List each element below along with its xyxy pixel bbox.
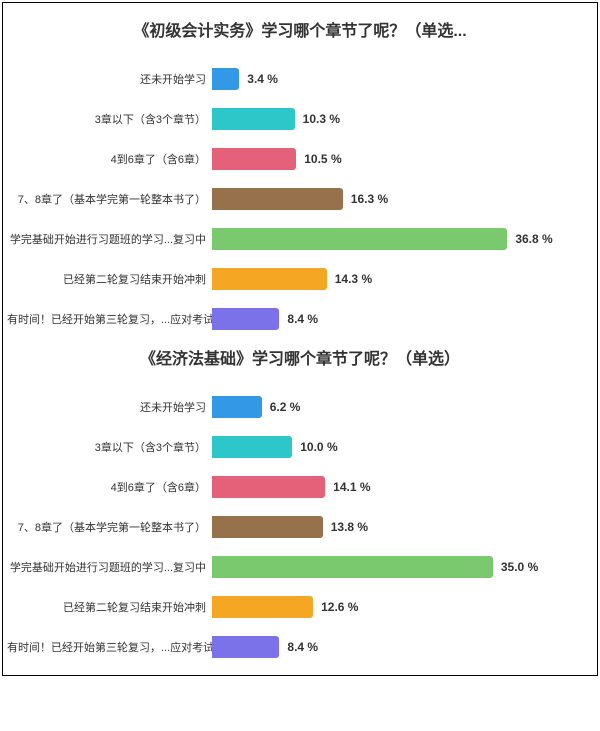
bar-label: 还未开始学习 bbox=[7, 71, 212, 87]
bar-value: 10.3 % bbox=[303, 112, 340, 126]
bar-label: 学完基础开始进行习题班的学习...复习中 bbox=[7, 231, 212, 247]
bar-value: 14.1 % bbox=[333, 480, 370, 494]
bar-value: 13.8 % bbox=[331, 520, 368, 534]
bar-label: 已经第二轮复习结束开始冲刺 bbox=[7, 271, 212, 287]
bar-value: 10.0 % bbox=[300, 440, 337, 454]
bar bbox=[212, 396, 262, 418]
chart-row: 已经第二轮复习结束开始冲刺 12.6 % bbox=[7, 587, 593, 627]
bar-value: 12.6 % bbox=[321, 600, 358, 614]
bar-value: 36.8 % bbox=[515, 232, 552, 246]
bar-value: 16.3 % bbox=[351, 192, 388, 206]
bar-area: 13.8 % bbox=[212, 507, 593, 547]
bar-label: 7、8章了（基本学完第一轮整本书了） bbox=[7, 519, 212, 535]
bar bbox=[212, 188, 343, 210]
bar bbox=[212, 516, 323, 538]
bar-area: 10.3 % bbox=[212, 99, 593, 139]
chart-row: 学完基础开始进行习题班的学习...复习中 36.8 % bbox=[7, 219, 593, 259]
chart-row: 7、8章了（基本学完第一轮整本书了） 16.3 % bbox=[7, 179, 593, 219]
bar-area: 3.4 % bbox=[212, 59, 593, 99]
chart-row: 已经第二轮复习结束开始冲刺 14.3 % bbox=[7, 259, 593, 299]
chart-0: 《初级会计实务》学习哪个章节了呢？（单选... 还未开始学习 3.4 % 3章以下（含… bbox=[7, 17, 593, 339]
chart-row: 4到6章了（含6章） 10.5 % bbox=[7, 139, 593, 179]
bar-area: 6.2 % bbox=[212, 387, 593, 427]
bar-label: 已经第二轮复习结束开始冲刺 bbox=[7, 599, 212, 615]
bar bbox=[212, 268, 327, 290]
bar-label: 3章以下（含3个章节） bbox=[7, 111, 212, 127]
bar-area: 14.3 % bbox=[212, 259, 593, 299]
bar-value: 35.0 % bbox=[501, 560, 538, 574]
bar-area: 36.8 % bbox=[212, 219, 593, 259]
chart-container: 《初级会计实务》学习哪个章节了呢？（单选... 还未开始学习 3.4 % 3章以下（含… bbox=[2, 2, 598, 676]
bar bbox=[212, 436, 292, 458]
bar-area: 16.3 % bbox=[212, 179, 593, 219]
bar bbox=[212, 556, 493, 578]
chart-row: 还未开始学习 3.4 % bbox=[7, 59, 593, 99]
chart-title: 《初级会计实务》学习哪个章节了呢？（单选... bbox=[7, 17, 593, 41]
bar-area: 8.4 % bbox=[212, 627, 593, 667]
bar-area: 8.4 % bbox=[212, 299, 593, 339]
bar-area: 35.0 % bbox=[212, 547, 593, 587]
chart-row: 学完基础开始进行习题班的学习...复习中 35.0 % bbox=[7, 547, 593, 587]
bar bbox=[212, 148, 296, 170]
bar-area: 14.1 % bbox=[212, 467, 593, 507]
bar-label: 有时间！已经开始第三轮复习，...应对考试 bbox=[7, 311, 212, 327]
bar bbox=[212, 68, 239, 90]
bar-value: 14.3 % bbox=[335, 272, 372, 286]
bar-value: 8.4 % bbox=[287, 312, 318, 326]
chart-row: 3章以下（含3个章节） 10.0 % bbox=[7, 427, 593, 467]
chart-row: 3章以下（含3个章节） 10.3 % bbox=[7, 99, 593, 139]
chart-row: 有时间！已经开始第三轮复习，...应对考试 8.4 % bbox=[7, 627, 593, 667]
chart-row: 有时间！已经开始第三轮复习，...应对考试 8.4 % bbox=[7, 299, 593, 339]
bar-value: 10.5 % bbox=[304, 152, 341, 166]
bar-label: 7、8章了（基本学完第一轮整本书了） bbox=[7, 191, 212, 207]
bar-label: 4到6章了（含6章） bbox=[7, 479, 212, 495]
chart-title: 《经济法基础》学习哪个章节了呢？（单选） bbox=[7, 345, 593, 369]
bar-label: 还未开始学习 bbox=[7, 399, 212, 415]
bar-value: 3.4 % bbox=[247, 72, 278, 86]
bar-value: 6.2 % bbox=[270, 400, 301, 414]
bar bbox=[212, 108, 295, 130]
bar bbox=[212, 636, 279, 658]
bar bbox=[212, 476, 325, 498]
chart-row: 7、8章了（基本学完第一轮整本书了） 13.8 % bbox=[7, 507, 593, 547]
bar-area: 10.0 % bbox=[212, 427, 593, 467]
bar-area: 10.5 % bbox=[212, 139, 593, 179]
bar bbox=[212, 596, 313, 618]
bar bbox=[212, 228, 507, 250]
chart-1: 《经济法基础》学习哪个章节了呢？（单选） 还未开始学习 6.2 % 3章以下（含3个章… bbox=[7, 345, 593, 667]
chart-row: 还未开始学习 6.2 % bbox=[7, 387, 593, 427]
bar-label: 有时间！已经开始第三轮复习，...应对考试 bbox=[7, 639, 212, 655]
bar-area: 12.6 % bbox=[212, 587, 593, 627]
bar-label: 3章以下（含3个章节） bbox=[7, 439, 212, 455]
bar-label: 学完基础开始进行习题班的学习...复习中 bbox=[7, 559, 212, 575]
bar-value: 8.4 % bbox=[287, 640, 318, 654]
bar bbox=[212, 308, 279, 330]
bar-label: 4到6章了（含6章） bbox=[7, 151, 212, 167]
chart-row: 4到6章了（含6章） 14.1 % bbox=[7, 467, 593, 507]
